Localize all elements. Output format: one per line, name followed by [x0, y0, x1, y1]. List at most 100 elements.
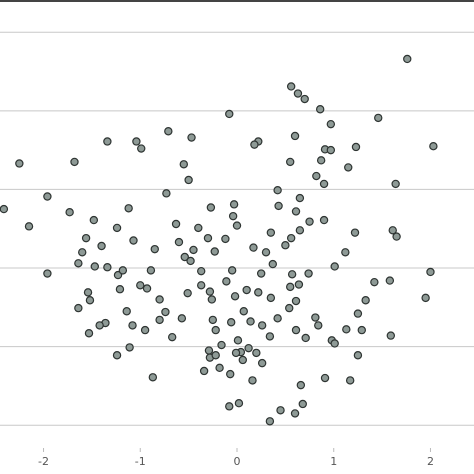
point	[300, 94, 309, 104]
point	[24, 222, 34, 231]
point	[155, 295, 164, 304]
point	[252, 348, 261, 358]
point	[286, 82, 296, 91]
x-tick-label: 1	[330, 455, 337, 468]
point	[74, 259, 83, 268]
point	[295, 193, 305, 203]
point	[301, 333, 310, 343]
point	[242, 285, 251, 295]
point	[85, 296, 95, 305]
point	[146, 266, 156, 275]
point	[203, 233, 213, 243]
point	[246, 317, 255, 326]
point	[281, 241, 290, 250]
point	[90, 262, 100, 271]
point	[266, 293, 276, 303]
point	[211, 351, 220, 360]
point	[97, 241, 106, 251]
point	[361, 296, 370, 305]
point	[103, 137, 112, 146]
point	[89, 215, 99, 225]
point	[136, 281, 145, 290]
point	[171, 219, 181, 229]
point	[265, 332, 275, 341]
point	[261, 248, 271, 257]
point	[199, 366, 209, 376]
point	[81, 233, 91, 243]
point	[291, 325, 301, 335]
point	[351, 142, 361, 152]
point	[273, 314, 282, 323]
point	[276, 406, 285, 415]
point	[142, 284, 152, 293]
point	[249, 243, 258, 252]
x-tick-label: 2	[427, 455, 434, 468]
point	[129, 236, 138, 245]
point	[403, 54, 412, 64]
point	[226, 318, 236, 327]
point	[285, 303, 294, 313]
point	[353, 309, 363, 318]
point	[194, 223, 203, 233]
point	[210, 247, 219, 256]
point	[234, 399, 244, 408]
point	[286, 233, 296, 243]
point	[294, 280, 304, 289]
point	[118, 266, 128, 275]
point	[226, 369, 235, 379]
point	[189, 245, 198, 255]
point	[250, 140, 259, 149]
x-tick-label: -2	[38, 455, 49, 468]
point	[164, 127, 173, 136]
point	[298, 399, 307, 409]
point	[274, 201, 283, 211]
x-tick-label: -1	[135, 455, 146, 468]
point	[0, 204, 9, 214]
point	[385, 276, 395, 285]
point	[78, 248, 87, 257]
point	[345, 376, 355, 385]
point	[342, 325, 351, 334]
point	[112, 351, 122, 360]
point	[239, 307, 248, 316]
point	[312, 171, 321, 181]
point	[326, 145, 336, 155]
point	[177, 314, 187, 323]
point	[122, 307, 131, 316]
point	[186, 256, 195, 266]
point	[370, 277, 379, 287]
point	[344, 163, 353, 172]
point	[305, 217, 314, 226]
point	[421, 293, 430, 303]
point	[290, 131, 300, 141]
point	[291, 207, 301, 216]
point	[74, 303, 83, 313]
point	[197, 266, 206, 276]
point	[326, 119, 336, 129]
point	[311, 313, 320, 322]
point	[103, 263, 112, 272]
point	[295, 226, 305, 235]
point	[205, 287, 215, 296]
point	[125, 343, 134, 352]
point	[115, 285, 125, 294]
point	[225, 109, 234, 119]
point	[304, 269, 313, 278]
point	[84, 329, 94, 338]
point	[221, 234, 230, 244]
point	[140, 325, 150, 335]
point	[244, 343, 253, 353]
point	[314, 321, 323, 330]
point	[204, 346, 214, 355]
point	[155, 315, 164, 325]
point	[215, 363, 224, 373]
point	[124, 204, 133, 213]
point	[179, 160, 188, 169]
point	[217, 340, 226, 350]
point	[65, 208, 74, 217]
point	[330, 339, 339, 348]
point	[268, 259, 277, 269]
point	[386, 331, 396, 340]
x-tick-label: 0	[234, 455, 241, 468]
point	[257, 358, 267, 368]
